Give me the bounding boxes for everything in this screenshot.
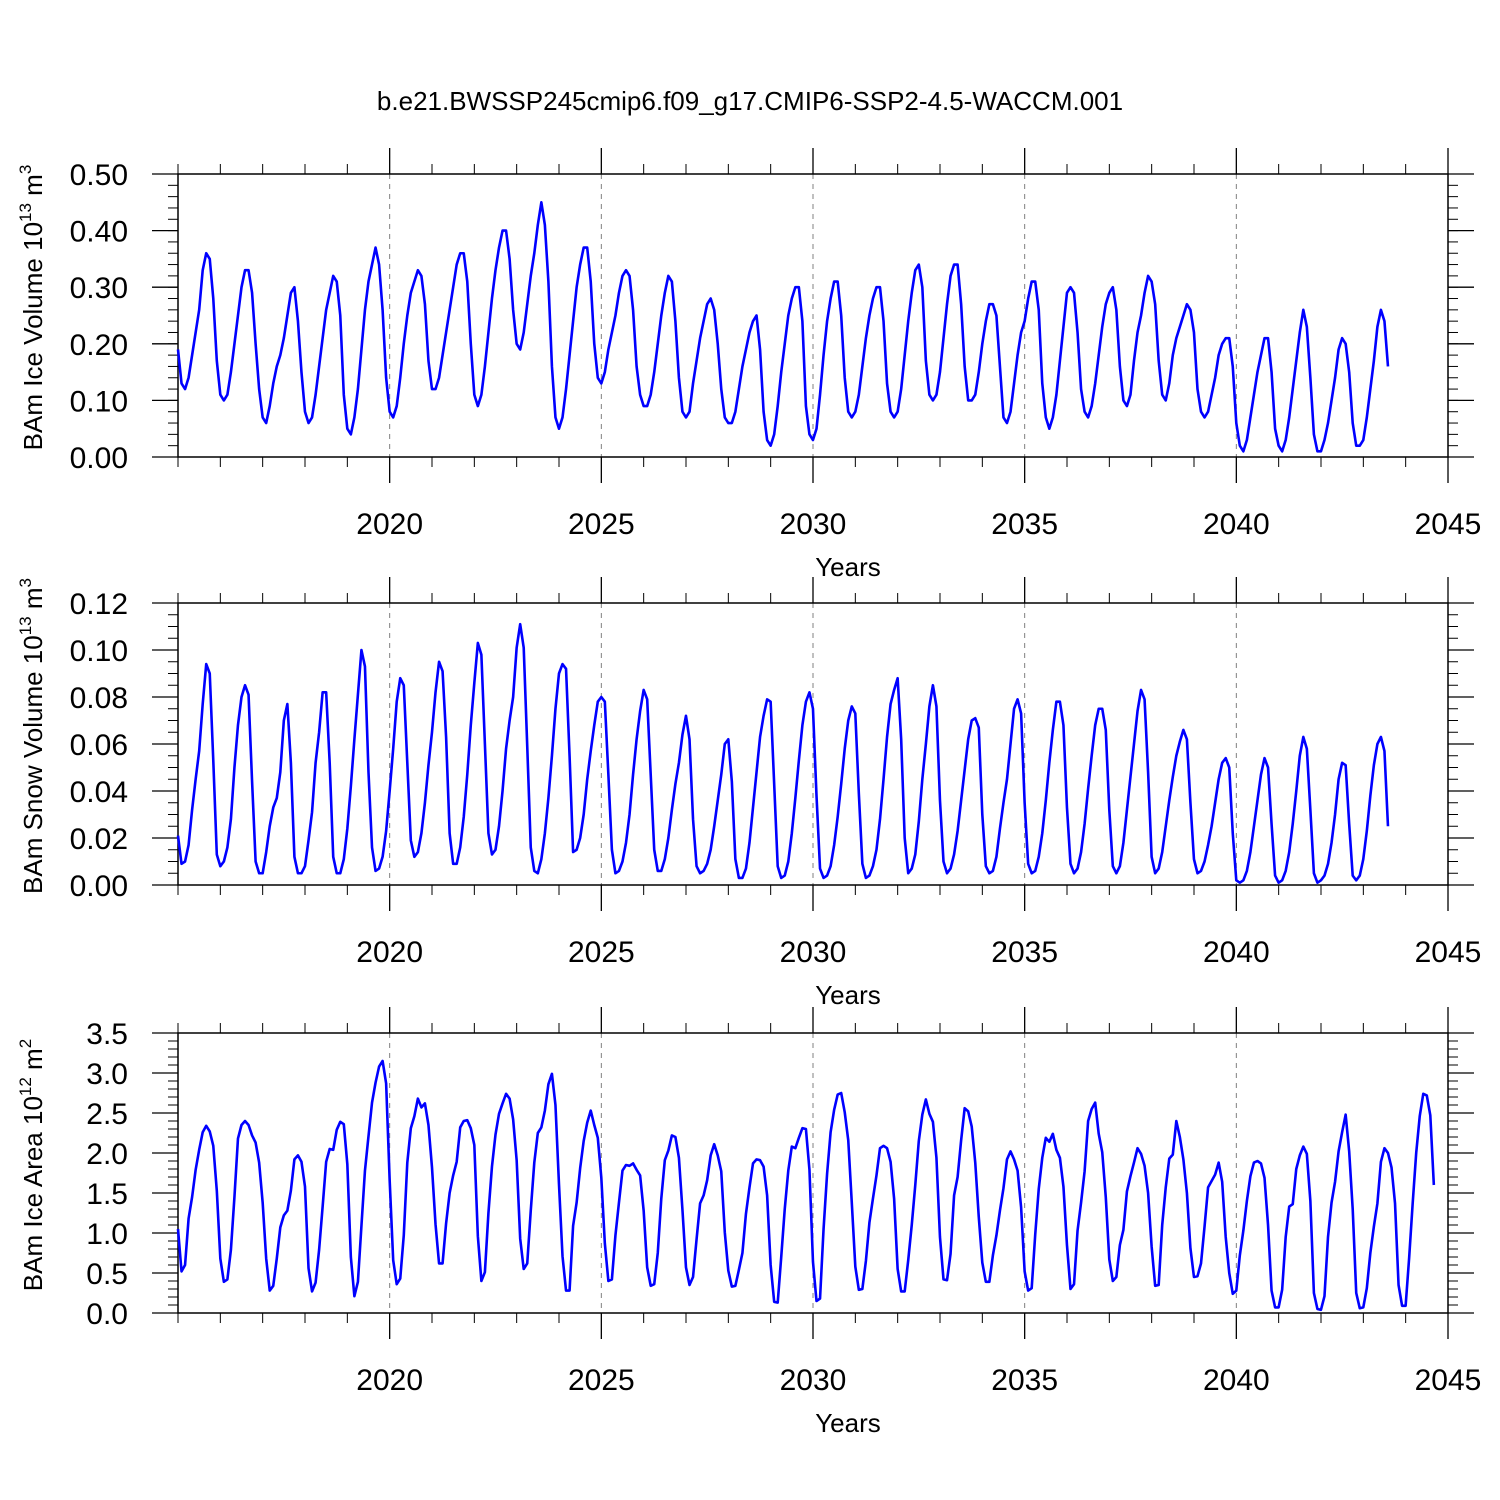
series-line-1: [176, 1059, 1436, 1312]
y-tick-label: 0.20: [70, 329, 128, 362]
x-tick-label-2025: 2025: [568, 936, 635, 969]
x-tick-label-2045: 2045: [1415, 508, 1482, 541]
x-tick-label-2035: 2035: [991, 508, 1058, 541]
y-tick-label: 0.12: [70, 588, 128, 621]
series-line-1: [176, 622, 1390, 884]
x-tick-label-2035: 2035: [991, 936, 1058, 969]
x-tick-label-2030: 2030: [780, 508, 847, 541]
y-tick-label: 0.50: [70, 159, 128, 192]
x-tick-label-2025: 2025: [568, 508, 635, 541]
y-tick-label: 3.0: [86, 1058, 128, 1091]
y-tick-label: 0.10: [70, 385, 128, 418]
y-tick-label: 0.30: [70, 272, 128, 305]
y-tick-label: 2.0: [86, 1138, 128, 1171]
x-tick-label-2040: 2040: [1203, 508, 1270, 541]
x-axis-label: Years: [815, 980, 881, 1010]
x-tick-label-2035: 2035: [991, 1364, 1058, 1397]
y-tick-label: 0.0: [86, 1298, 128, 1331]
panel-3: 0.0 0.5 1.0 1.5 2.0 2.5 3.0 3.5 2020 2025 2030 2035…: [16, 1007, 1481, 1438]
y-tick-label: 2.5: [86, 1098, 128, 1131]
x-tick-label-2030: 2030: [780, 936, 847, 969]
x-tick-label-2020: 2020: [356, 936, 423, 969]
y-tick-label: 0.5: [86, 1258, 128, 1291]
y-axis-label: BAm Snow Volume 1013 m3: [16, 578, 48, 894]
y-tick-label: 0.06: [70, 729, 128, 762]
x-tick-label-2040: 2040: [1203, 936, 1270, 969]
y-tick-label: 1.5: [86, 1178, 128, 1211]
y-tick-label: 0.00: [70, 870, 128, 903]
panel-2: 0.00 0.02 0.04 0.06 0.08 0.10 0.12 2020 2025 2030…: [16, 577, 1481, 1010]
x-tick-label-2045: 2045: [1415, 936, 1482, 969]
x-axis-label: Years: [815, 1408, 881, 1438]
y-axis-label: BAm Ice Area 1012 m2: [16, 1039, 48, 1291]
y-tick-label: 0.02: [70, 823, 128, 856]
x-tick-label-2030: 2030: [780, 1364, 847, 1397]
x-axis-label: Years: [815, 552, 881, 582]
series-line-1: [176, 201, 1390, 453]
chart-panels: 0.00 0.10 0.20 0.30 0.40 0.50 2020 2025 2030 2035…: [16, 148, 1481, 1438]
x-tick-label-2020: 2020: [356, 1364, 423, 1397]
y-tick-label: 0.10: [70, 635, 128, 668]
y-tick-label: 0.04: [70, 776, 128, 809]
x-tick-label-2025: 2025: [568, 1364, 635, 1397]
y-tick-label: 1.0: [86, 1218, 128, 1251]
y-tick-label: 0.00: [70, 442, 128, 475]
x-tick-label-2045: 2045: [1415, 1364, 1482, 1397]
x-tick-label-2040: 2040: [1203, 1364, 1270, 1397]
panel-1: 0.00 0.10 0.20 0.30 0.40 0.50 2020 2025 2030 2035…: [16, 148, 1481, 582]
y-tick-label: 0.08: [70, 682, 128, 715]
figure-title: b.e21.BWSSP245cmip6.f09_g17.CMIP6-SSP2-4…: [377, 86, 1123, 116]
y-tick-label: 0.40: [70, 216, 128, 249]
y-tick-label: 3.5: [86, 1018, 128, 1051]
y-axis-label: BAm Ice Volume 1013 m3: [16, 165, 48, 451]
x-tick-label-2020: 2020: [356, 508, 423, 541]
